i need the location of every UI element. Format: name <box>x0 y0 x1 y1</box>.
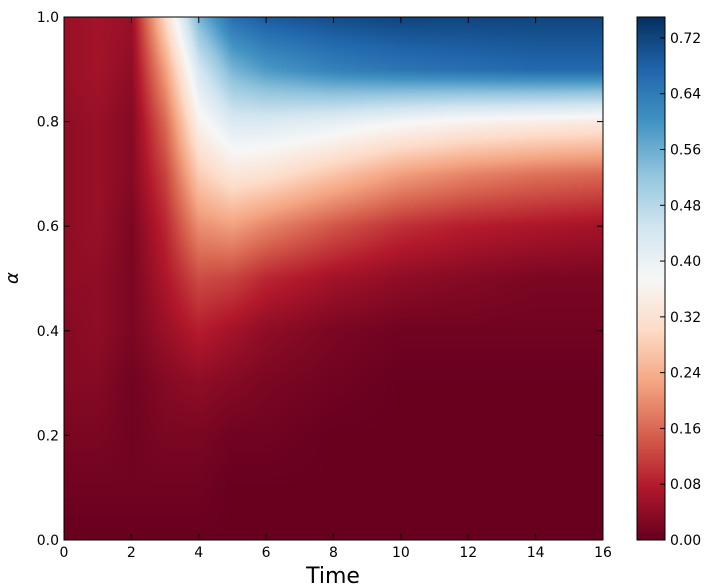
colorbar-tick-label: 0.72 <box>670 31 701 47</box>
x-tick-label: 4 <box>194 545 203 561</box>
heatmap-image <box>64 17 603 540</box>
x-tick-label: 0 <box>60 545 69 561</box>
y-axis-label: α <box>2 272 23 284</box>
y-tick-label: 0.0 <box>37 533 59 549</box>
colorbar-gradient <box>637 17 665 540</box>
x-axis-label: Time <box>305 564 360 587</box>
y-tick-label: 0.6 <box>37 219 59 235</box>
colorbar-tick-label: 0.08 <box>670 477 701 493</box>
x-tick-label: 10 <box>392 545 410 561</box>
colorbar-axis: 0.00 0.08 0.16 0.24 0.32 0.40 0.48 0.56 0.64 0.72 <box>660 31 701 549</box>
colorbar-tick-label: 0.40 <box>670 254 701 270</box>
y-tick-label: 1.0 <box>37 10 59 26</box>
x-tick-label: 6 <box>262 545 271 561</box>
y-tick-label: 0.4 <box>37 324 59 340</box>
x-tick-label: 14 <box>527 545 545 561</box>
colorbar-tick-label: 0.00 <box>670 533 701 549</box>
x-axis: 0 2 4 6 8 10 12 14 16 <box>60 17 612 561</box>
y-axis: 0.0 0.2 0.4 0.6 0.8 1.0 <box>37 10 603 549</box>
y-tick-label: 0.8 <box>37 115 59 131</box>
colorbar-tick-label: 0.48 <box>670 198 701 214</box>
x-tick-label: 12 <box>459 545 477 561</box>
colorbar-tick-label: 0.16 <box>670 421 701 437</box>
colorbar-tick-label: 0.24 <box>670 366 701 382</box>
y-tick-label: 0.2 <box>37 428 59 444</box>
colorbar-frame <box>636 16 666 541</box>
x-tick-label: 2 <box>127 545 136 561</box>
plot-frame <box>63 16 604 541</box>
colorbar-tick-label: 0.56 <box>670 142 701 158</box>
x-tick-label: 8 <box>329 545 338 561</box>
x-tick-label: 16 <box>594 545 612 561</box>
colorbar-tick-label: 0.64 <box>670 87 701 103</box>
colorbar-tick-label: 0.32 <box>670 310 701 326</box>
